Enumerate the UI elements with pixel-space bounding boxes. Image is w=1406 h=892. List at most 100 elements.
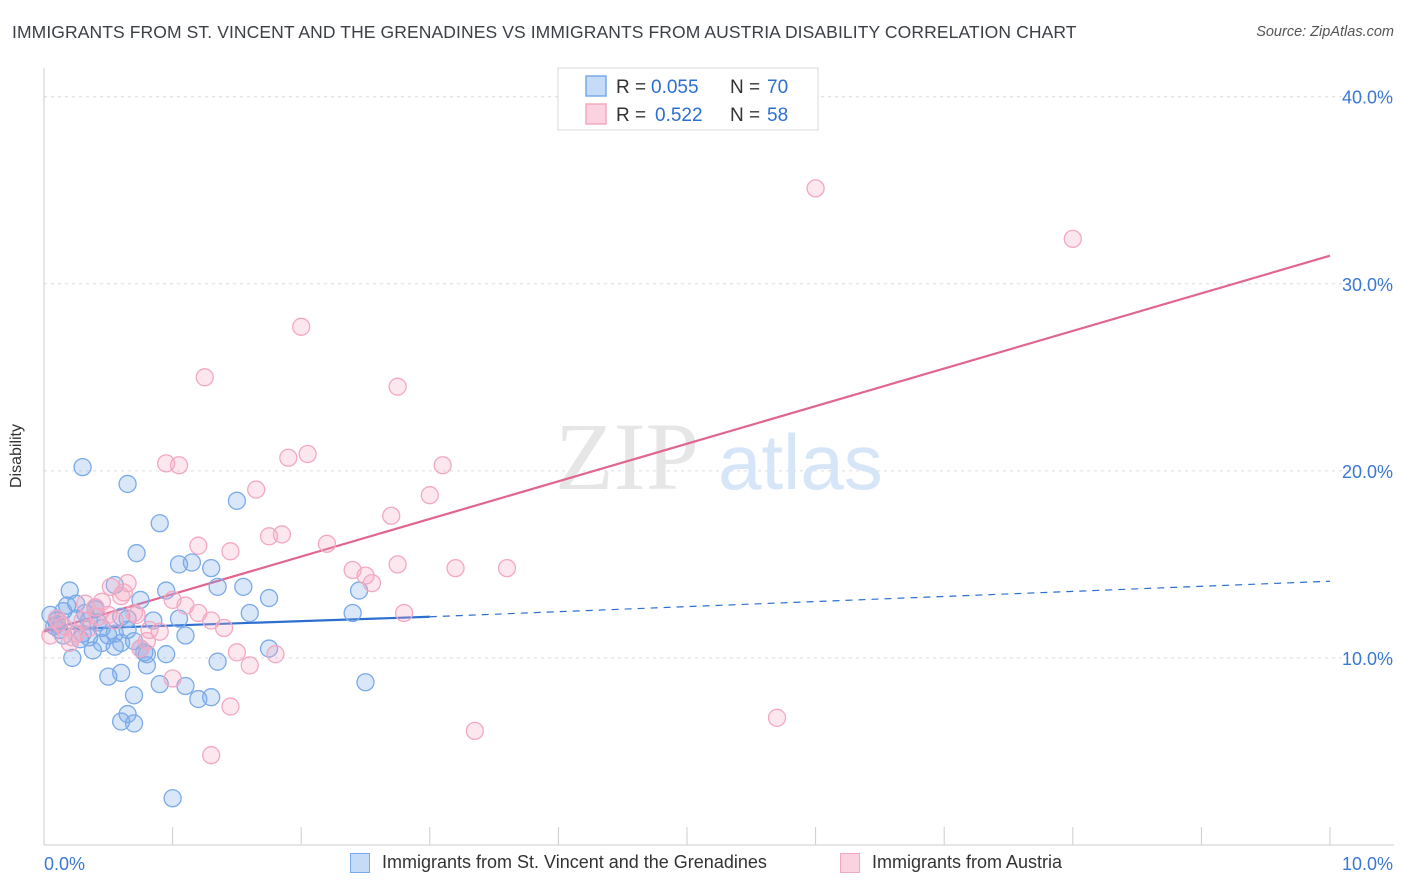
series-legend-item-2: Immigrants from Austria — [840, 852, 1062, 873]
data-point-series-2 — [163, 669, 182, 688]
data-point-series-1 — [118, 704, 137, 724]
data-point-series-2 — [806, 179, 825, 198]
axes — [43, 68, 1394, 846]
data-point-series-2 — [240, 656, 259, 675]
trend-line-extension-series-1 — [429, 580, 1331, 618]
trend-line-series-2 — [43, 254, 1331, 633]
data-point-series-1 — [73, 457, 92, 477]
data-point-series-2 — [394, 603, 414, 623]
data-point-series-2 — [131, 639, 150, 658]
data-point-series-2 — [356, 566, 375, 585]
data-point-series-2 — [221, 697, 240, 716]
data-point-series-2 — [465, 721, 484, 741]
data-point-series-2 — [76, 594, 95, 613]
data-point-series-1 — [112, 633, 131, 653]
data-point-series-2 — [382, 506, 401, 525]
data-point-series-2 — [41, 626, 60, 645]
legend-n-label-1: N = — [730, 77, 760, 98]
data-point-series-2 — [189, 536, 208, 555]
data-point-series-1 — [259, 588, 279, 608]
series-legend-item-1: Immigrants from St. Vincent and the Gren… — [350, 852, 767, 873]
data-point-series-2 — [214, 618, 234, 638]
data-point-series-1 — [234, 577, 253, 596]
data-points — [41, 179, 1082, 808]
data-point-series-2 — [50, 613, 69, 632]
data-point-series-1 — [157, 581, 176, 600]
x-tick-labels: 0.0% 10.0% — [44, 854, 1393, 874]
data-point-series-2 — [169, 456, 189, 475]
data-point-series-1 — [63, 648, 82, 668]
data-point-series-1 — [202, 688, 221, 707]
data-point-series-2 — [433, 456, 452, 475]
watermark-atlas: atlas — [718, 418, 883, 506]
y-tick-label: 10.0% — [1342, 649, 1393, 669]
data-point-series-1 — [118, 474, 137, 494]
series-swatch-pink — [840, 852, 860, 873]
data-point-series-2 — [105, 611, 124, 630]
data-point-series-2 — [272, 525, 292, 544]
data-point-series-2 — [63, 628, 82, 647]
data-point-series-2 — [388, 555, 407, 574]
data-point-series-1 — [112, 663, 131, 683]
series-legend: Immigrants from St. Vincent and the Gren… — [0, 850, 1406, 880]
legend-r-value-2: 0.522 — [655, 105, 703, 126]
y-tick-label: 30.0% — [1342, 275, 1393, 295]
data-point-series-1 — [343, 603, 362, 623]
data-point-series-2 — [388, 377, 407, 396]
trend-lines — [43, 254, 1331, 633]
data-point-series-1 — [57, 596, 77, 615]
data-point-series-1 — [127, 544, 146, 563]
legend-swatch-blue — [585, 75, 607, 97]
legend: R = 0.055 N = 70 R = 0.522 N = 58 — [557, 67, 819, 131]
data-point-series-2 — [446, 558, 465, 578]
data-point-series-1 — [202, 558, 221, 578]
legend-n-value-2: 58 — [767, 105, 788, 126]
data-point-series-2 — [266, 645, 285, 664]
legend-r-label-1: R = — [616, 77, 646, 98]
data-point-series-2 — [137, 631, 157, 651]
legend-n-label-2: N = — [730, 105, 760, 126]
y-tick-label: 20.0% — [1342, 462, 1393, 482]
data-point-series-2 — [247, 480, 266, 499]
x-tick-label: 0.0% — [44, 854, 85, 874]
data-point-series-1 — [182, 553, 202, 572]
data-point-series-2 — [221, 542, 240, 561]
series-name-2: Immigrants from Austria — [872, 852, 1063, 872]
data-point-series-1 — [124, 714, 144, 733]
legend-swatch-pink — [585, 103, 607, 125]
data-point-series-2 — [124, 603, 144, 623]
data-point-series-2 — [767, 708, 787, 727]
legend-n-value-1: 70 — [767, 77, 788, 98]
watermark: ZIP atlas — [555, 403, 883, 510]
data-point-series-1 — [356, 673, 375, 692]
series-swatch-blue — [350, 852, 370, 873]
data-point-series-1 — [176, 626, 195, 645]
data-point-series-2 — [298, 444, 317, 464]
series-name-1: Immigrants from St. Vincent and the Gren… — [382, 852, 767, 872]
data-point-series-2 — [1063, 229, 1082, 249]
data-point-series-1 — [124, 686, 144, 705]
y-tick-label: 40.0% — [1342, 88, 1393, 108]
data-point-series-1 — [240, 603, 259, 623]
data-point-series-1 — [144, 611, 163, 630]
data-point-series-2 — [127, 605, 146, 625]
legend-r-label-2: R = — [616, 105, 646, 126]
data-point-series-1 — [163, 789, 182, 808]
data-point-series-2 — [88, 607, 108, 626]
y-tick-labels: 10.0% 20.0% 30.0% 40.0% — [1342, 88, 1393, 669]
data-point-series-2 — [202, 746, 221, 765]
data-point-series-2 — [114, 583, 133, 602]
chart-source: Source: ZipAtlas.com — [1256, 24, 1394, 40]
data-point-series-2 — [362, 573, 382, 593]
data-point-series-1 — [208, 577, 227, 596]
data-point-series-1 — [208, 652, 227, 671]
data-point-series-1 — [150, 514, 169, 533]
data-point-series-1 — [105, 624, 124, 643]
data-point-series-2 — [317, 534, 337, 553]
data-point-series-2 — [227, 643, 247, 662]
watermark-zip: ZIP — [555, 403, 699, 510]
gridlines — [44, 96, 1394, 659]
data-point-series-1 — [227, 491, 247, 510]
chart-title: IMMIGRANTS FROM ST. VINCENT AND THE GREN… — [12, 22, 1077, 42]
